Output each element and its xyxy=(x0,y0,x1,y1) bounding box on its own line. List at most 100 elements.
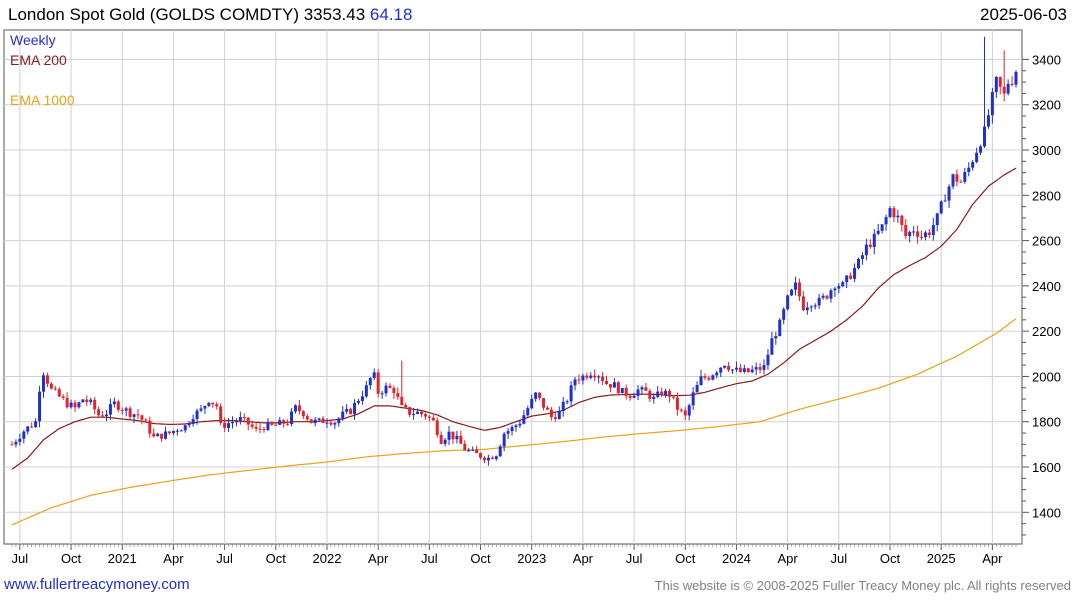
candle-body xyxy=(758,367,762,370)
candle-down xyxy=(920,230,924,241)
candle-body xyxy=(565,401,569,403)
candle-body xyxy=(463,443,467,451)
candle-body xyxy=(849,275,853,279)
candle-up xyxy=(498,444,502,457)
candle-body xyxy=(955,174,959,182)
candle-up xyxy=(979,144,983,156)
candle-body xyxy=(880,224,884,231)
candle-body xyxy=(219,406,223,423)
candle-up xyxy=(876,223,880,236)
candle-body xyxy=(703,376,707,378)
candle-up xyxy=(104,409,108,422)
candle-body xyxy=(648,390,652,399)
candle-down xyxy=(959,179,963,183)
candle-body xyxy=(514,425,518,428)
candle-down xyxy=(30,422,34,428)
candle-up xyxy=(81,398,85,403)
candle-body xyxy=(829,290,833,299)
candle-body xyxy=(900,215,904,225)
candle-body xyxy=(230,422,234,424)
candle-body xyxy=(860,255,864,259)
candle-body xyxy=(112,401,116,405)
candle-down xyxy=(61,394,65,401)
candle-down xyxy=(553,412,557,422)
candle-down xyxy=(274,422,278,426)
candle-down xyxy=(758,362,762,374)
candle-up xyxy=(805,301,809,315)
candle-up xyxy=(203,405,207,414)
legend-ema-200: EMA 200 xyxy=(10,52,67,68)
x-tick-label: Jul xyxy=(626,551,643,566)
candle-body xyxy=(164,431,168,439)
candle-body xyxy=(620,387,624,394)
candle-body xyxy=(215,404,219,407)
candle-up xyxy=(908,230,912,243)
candle-body xyxy=(408,407,412,415)
candle-up xyxy=(293,404,297,414)
candle-down xyxy=(140,414,144,425)
candle-down xyxy=(459,430,463,444)
candle-down xyxy=(679,408,683,413)
candle-down xyxy=(305,413,309,423)
x-tick-label: Apr xyxy=(163,551,184,566)
candle-up xyxy=(888,205,892,219)
y-tick-label: 3400 xyxy=(1032,52,1061,67)
candle-body xyxy=(238,417,242,422)
candle-body xyxy=(644,387,648,391)
candle-down xyxy=(542,398,546,411)
candle-up xyxy=(656,386,660,399)
candle-body xyxy=(837,286,841,289)
candle-body xyxy=(888,208,892,218)
candle-body xyxy=(841,282,845,287)
candle-up xyxy=(278,417,282,426)
candle-body xyxy=(612,382,616,388)
candle-body xyxy=(715,372,719,376)
candle-up xyxy=(975,147,979,164)
candle-body xyxy=(719,367,723,373)
candle-down xyxy=(628,394,632,401)
candle-up xyxy=(156,432,160,437)
candle-body xyxy=(632,395,636,398)
candle-up xyxy=(238,411,242,425)
candle-body xyxy=(1002,86,1006,94)
candle-down xyxy=(608,384,612,393)
candle-body xyxy=(979,146,983,153)
candle-up xyxy=(687,403,691,421)
candle-up xyxy=(380,390,384,399)
candle-up xyxy=(14,439,18,448)
candle-body xyxy=(601,376,605,382)
candle-down xyxy=(746,367,750,373)
candle-down xyxy=(482,456,486,464)
candle-body xyxy=(34,421,38,427)
website-link[interactable]: www.fullertreacymoney.com xyxy=(4,576,190,593)
candle-up xyxy=(833,286,837,297)
x-tick-label: Oct xyxy=(880,551,901,566)
candle-body xyxy=(786,295,790,310)
candle-up xyxy=(640,385,644,395)
ema-1000-line xyxy=(11,318,1017,526)
candle-down xyxy=(53,385,57,391)
candle-up xyxy=(471,446,475,451)
candle-up xyxy=(766,349,770,370)
chart-footer: www.fullertreacymoney.com This website i… xyxy=(0,574,1075,598)
candle-body xyxy=(809,306,813,308)
candle-up xyxy=(774,331,778,345)
candle-body xyxy=(30,426,34,428)
candle-body xyxy=(132,414,136,417)
candle-body xyxy=(10,444,14,446)
candle-up xyxy=(557,406,561,420)
candle-body xyxy=(195,410,199,420)
candle-up xyxy=(266,418,270,431)
candle-up xyxy=(971,160,975,171)
candle-body xyxy=(943,200,947,202)
candle-down xyxy=(1002,50,1006,102)
candle-down xyxy=(262,426,266,433)
candle-up xyxy=(467,447,471,453)
candle-body xyxy=(1014,71,1018,85)
candle-down xyxy=(376,368,380,398)
candle-body xyxy=(313,419,317,424)
candle-body xyxy=(510,427,514,432)
candle-down xyxy=(797,278,801,302)
candle-down xyxy=(388,383,392,389)
candle-body xyxy=(687,405,691,416)
